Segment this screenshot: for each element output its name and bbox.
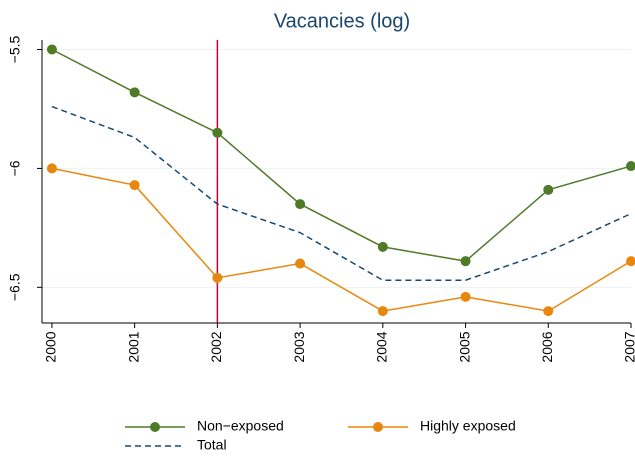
point [129,180,140,191]
point [212,127,223,138]
chart-title: Vacancies (log) [274,10,410,32]
point [377,241,388,252]
y-tick-label: −5.5 [7,35,23,63]
point [212,272,223,283]
series-line [51,105,632,281]
x-tick-label: 2000 [43,331,59,362]
legend-marker [373,422,383,432]
point [626,256,635,267]
legend-marker [150,422,160,432]
series-line [51,167,632,312]
legend-label: Non−exposed [197,418,284,434]
point [295,258,306,269]
x-tick-label: 2004 [374,331,390,362]
x-tick-label: 2006 [539,331,555,362]
point [377,306,388,317]
point [129,87,140,98]
legend-label: Highly exposed [420,418,516,434]
point [626,161,635,172]
y-tick-label: −6.5 [7,273,23,301]
point [543,184,554,195]
point [295,199,306,210]
x-tick-label: 2007 [622,331,635,362]
point [46,163,57,174]
x-tick-label: 2005 [456,331,472,362]
series-line [51,48,632,262]
point [46,44,57,55]
point [460,291,471,302]
legend-label: Total [197,437,227,453]
x-tick-label: 2002 [208,331,224,362]
x-tick-label: 2003 [291,331,307,362]
point [460,256,471,267]
point [543,306,554,317]
y-tick-label: −6 [7,160,23,176]
x-tick-label: 2001 [125,331,141,362]
